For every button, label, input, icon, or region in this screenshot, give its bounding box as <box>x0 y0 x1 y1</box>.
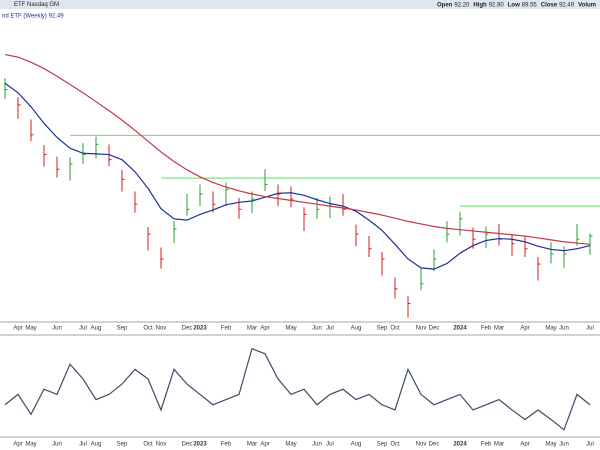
x-tick-label: Feb <box>481 326 492 332</box>
quote-label: High <box>473 2 487 8</box>
x-tick-label: Oct <box>390 326 400 332</box>
quote-value: 89.55 <box>522 2 538 8</box>
quote-value: 92.20 <box>454 2 470 8</box>
x-tick-label: Oct <box>143 442 153 448</box>
quote-value: 92.49 <box>559 2 575 8</box>
x-tick-label: Aug <box>351 442 362 448</box>
quote-label: Open <box>437 2 453 8</box>
x-tick-label: May <box>545 442 556 448</box>
legend: nd ETF (Weekly) 92.49 <box>2 14 64 20</box>
x-tick-label: Jul <box>586 326 594 332</box>
x-tick-label: Mar <box>247 326 257 332</box>
x-tick-label: Feb <box>221 442 232 448</box>
indicator-line <box>4 347 591 431</box>
x-tick-label: Mar <box>494 326 504 332</box>
quote: Open 92.20 High 92.90 Low 89.55 Close 92.49 Volu… <box>437 2 596 8</box>
x-tick-label: 2023 <box>193 442 207 448</box>
x-tick-label: Aug <box>91 326 102 332</box>
x-tick-label: Nov <box>416 326 427 332</box>
x-tick-label: Dec <box>182 442 193 448</box>
quote-label: Low <box>508 2 520 8</box>
x-tick-label: Jul <box>326 442 334 448</box>
x-tick-label: Jun <box>52 326 62 332</box>
x-tick-label: Sep <box>377 326 388 332</box>
x-tick-label: Oct <box>143 326 153 332</box>
x-tick-label: Sep <box>377 442 388 448</box>
x-tick-label: Feb <box>221 326 232 332</box>
x-tick-label: May <box>25 442 36 448</box>
x-tick-label: Jul <box>326 326 334 332</box>
x-tick-label: 2024 <box>453 326 467 332</box>
x-tick-label: Apr <box>520 442 529 448</box>
x-tick-label: Apr <box>260 442 269 448</box>
x-tick-label: Sep <box>117 442 128 448</box>
x-tick-label: Mar <box>247 442 257 448</box>
quote-label: Volum <box>578 2 596 8</box>
header-bar <box>0 0 600 9</box>
x-tick-label: May <box>285 442 296 448</box>
x-tick-label: May <box>285 326 296 332</box>
x-tick-label: Oct <box>390 442 400 448</box>
x-tick-label: Apr <box>13 326 22 332</box>
x-tick-label: May <box>545 326 556 332</box>
x-tick-label: Jun <box>52 442 62 448</box>
x-tick-label: Nov <box>416 442 427 448</box>
moving-average <box>4 82 591 270</box>
exchange: ETF Nasdaq GM <box>14 2 59 8</box>
x-tick-label: Sep <box>117 326 128 332</box>
x-tick-label: Mar <box>494 442 504 448</box>
quote-value: 92.90 <box>489 2 505 8</box>
moving-average <box>4 53 591 245</box>
x-tick-label: Feb <box>481 442 492 448</box>
x-tick-label: Nov <box>156 326 167 332</box>
x-tick-label: May <box>25 326 36 332</box>
x-tick-label: 2023 <box>193 326 207 332</box>
x-tick-label: Nov <box>156 442 167 448</box>
x-tick-label: Jun <box>559 326 569 332</box>
x-tick-label: Dec <box>429 326 440 332</box>
x-tick-label: Jul <box>79 442 87 448</box>
x-tick-label: Jul <box>79 326 87 332</box>
x-tick-label: Apr <box>260 326 269 332</box>
x-tick-label: Aug <box>91 442 102 448</box>
quote-label: Close <box>541 2 558 8</box>
x-tick-label: Jun <box>312 442 322 448</box>
x-tick-label: Jul <box>586 442 594 448</box>
x-tick-label: Dec <box>429 442 440 448</box>
x-tick-label: Apr <box>520 326 529 332</box>
x-tick-label: Dec <box>182 326 193 332</box>
x-tick-label: Jun <box>312 326 322 332</box>
x-tick-label: 2024 <box>453 442 467 448</box>
x-tick-label: Aug <box>351 326 362 332</box>
x-tick-label: Jun <box>559 442 569 448</box>
x-tick-label: Apr <box>13 442 22 448</box>
